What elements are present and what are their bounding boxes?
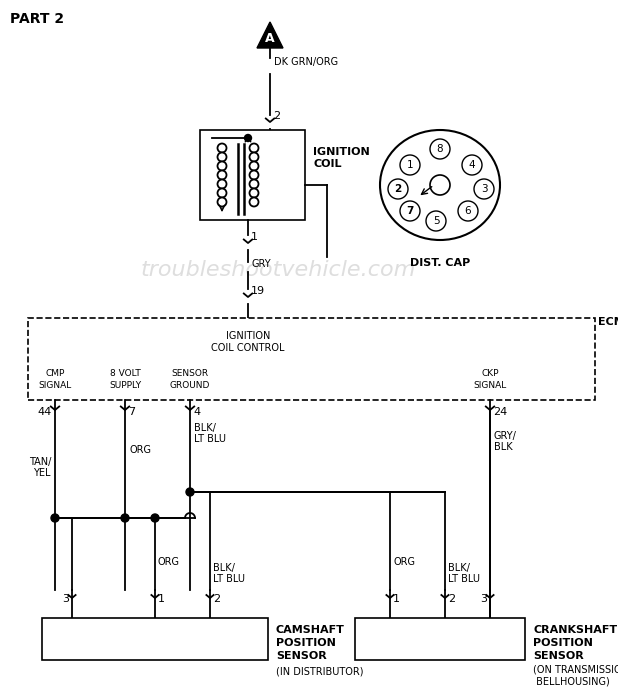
Bar <box>200 130 305 220</box>
Text: 1: 1 <box>251 232 258 242</box>
Text: 1: 1 <box>407 160 413 170</box>
Text: GROUND: GROUND <box>170 381 210 389</box>
Text: 2: 2 <box>394 184 402 194</box>
Text: 4: 4 <box>468 160 475 170</box>
Circle shape <box>250 144 258 153</box>
Text: GRY/: GRY/ <box>494 431 517 441</box>
Text: COIL: COIL <box>313 159 342 169</box>
Bar <box>28 318 595 400</box>
Text: SENSOR: SENSOR <box>533 651 584 661</box>
Text: 8 VOLT: 8 VOLT <box>109 368 140 377</box>
Text: 3: 3 <box>62 594 69 604</box>
Text: ECM: ECM <box>598 317 618 327</box>
Text: BELLHOUSING): BELLHOUSING) <box>533 676 610 686</box>
Circle shape <box>250 188 258 197</box>
Text: 2: 2 <box>448 594 455 604</box>
Polygon shape <box>257 22 283 48</box>
Circle shape <box>400 201 420 221</box>
Text: DIST. CAP: DIST. CAP <box>410 258 470 268</box>
Text: 7: 7 <box>128 407 135 417</box>
Circle shape <box>400 155 420 175</box>
Circle shape <box>426 211 446 231</box>
Text: SIGNAL: SIGNAL <box>38 381 72 389</box>
Circle shape <box>218 179 227 188</box>
Text: GRY: GRY <box>251 259 271 269</box>
Circle shape <box>218 153 227 162</box>
Circle shape <box>151 514 159 522</box>
Text: 1: 1 <box>158 594 165 604</box>
Text: ORG: ORG <box>393 557 415 567</box>
Text: 8: 8 <box>437 144 443 154</box>
Circle shape <box>250 197 258 206</box>
Text: TAN/: TAN/ <box>28 457 51 467</box>
Circle shape <box>250 171 258 179</box>
Text: BLK/: BLK/ <box>213 563 235 573</box>
Text: (ON TRANSMISSION: (ON TRANSMISSION <box>533 665 618 675</box>
Circle shape <box>250 179 258 188</box>
Circle shape <box>430 175 450 195</box>
Text: 1: 1 <box>393 594 400 604</box>
Text: 5: 5 <box>433 216 439 226</box>
Text: 44: 44 <box>38 407 52 417</box>
Circle shape <box>462 155 482 175</box>
Text: A: A <box>265 32 275 45</box>
Circle shape <box>121 514 129 522</box>
Text: SIGNAL: SIGNAL <box>473 381 507 389</box>
Circle shape <box>186 488 194 496</box>
Text: 19: 19 <box>251 286 265 296</box>
Text: LT BLU: LT BLU <box>194 434 226 444</box>
Text: ORG: ORG <box>129 445 151 455</box>
Text: (IN DISTRIBUTOR): (IN DISTRIBUTOR) <box>276 667 363 677</box>
Text: PART 2: PART 2 <box>10 12 64 26</box>
Text: CRANKSHAFT: CRANKSHAFT <box>533 625 617 635</box>
Text: CKP: CKP <box>481 368 499 377</box>
Text: YEL: YEL <box>33 468 51 478</box>
Circle shape <box>474 179 494 199</box>
Text: CAMSHAFT: CAMSHAFT <box>276 625 345 635</box>
Text: COIL CONTROL: COIL CONTROL <box>211 343 285 353</box>
Circle shape <box>458 201 478 221</box>
Circle shape <box>218 162 227 171</box>
Text: 3: 3 <box>481 184 488 194</box>
Text: 6: 6 <box>465 206 472 216</box>
Text: DK GRN/ORG: DK GRN/ORG <box>274 57 338 67</box>
Bar <box>42 618 268 660</box>
Text: LT BLU: LT BLU <box>213 574 245 584</box>
Text: ORG: ORG <box>158 557 180 567</box>
Text: 2: 2 <box>213 594 220 604</box>
Circle shape <box>218 188 227 197</box>
Text: IGNITION: IGNITION <box>313 147 370 157</box>
Text: CMP: CMP <box>45 368 65 377</box>
Text: 7: 7 <box>406 206 413 216</box>
Text: SENSOR: SENSOR <box>171 368 208 377</box>
Text: BLK: BLK <box>494 442 512 452</box>
Text: 24: 24 <box>493 407 507 417</box>
Text: POSITION: POSITION <box>276 638 336 648</box>
Text: 4: 4 <box>193 407 200 417</box>
Circle shape <box>245 134 252 141</box>
Text: LT BLU: LT BLU <box>448 574 480 584</box>
Circle shape <box>218 171 227 179</box>
Circle shape <box>218 197 227 206</box>
Text: POSITION: POSITION <box>533 638 593 648</box>
Text: 2: 2 <box>273 111 280 121</box>
Circle shape <box>51 514 59 522</box>
Ellipse shape <box>380 130 500 240</box>
Circle shape <box>250 162 258 171</box>
Bar <box>355 618 525 660</box>
Circle shape <box>430 139 450 159</box>
Circle shape <box>388 179 408 199</box>
Text: IGNITION: IGNITION <box>226 331 270 341</box>
Text: BLK/: BLK/ <box>194 423 216 433</box>
Text: SUPPLY: SUPPLY <box>109 381 141 389</box>
Text: troubleshootvehicle.com: troubleshootvehicle.com <box>140 260 416 280</box>
Circle shape <box>218 144 227 153</box>
Text: BLK/: BLK/ <box>448 563 470 573</box>
Circle shape <box>250 153 258 162</box>
Text: SENSOR: SENSOR <box>276 651 327 661</box>
Text: 3: 3 <box>480 594 487 604</box>
